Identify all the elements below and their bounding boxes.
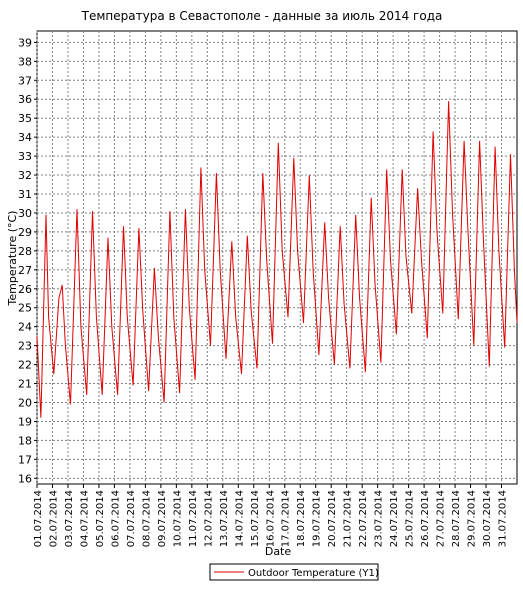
y-tick-label: 24 [18, 321, 32, 334]
x-axis: 01.07.2014 02.07.2014 03.07.2014 04.07.2014… [33, 484, 509, 547]
x-tick-label: 23.07.2014 [374, 490, 385, 547]
x-tick-label: 09.07.2014 [157, 490, 168, 547]
y-tick-label: 27 [18, 264, 32, 277]
x-tick-label: 18.07.2014 [296, 490, 307, 547]
x-axis-label: Date [265, 545, 292, 558]
x-tick-label: 14.07.2014 [234, 490, 245, 547]
x-tick-label: 11.07.2014 [188, 490, 199, 547]
y-tick-label: 22 [18, 359, 32, 372]
y-axis: 16 17 18 19 20 21 22 23 24 25 26 27 28 29 30 31 32 33 34 35… [18, 36, 37, 485]
x-tick-label: 16.07.2014 [265, 490, 276, 547]
y-tick-label: 31 [18, 188, 32, 201]
x-tick-label: 31.07.2014 [498, 490, 509, 547]
x-tick-label: 22.07.2014 [358, 490, 369, 547]
y-tick-label: 35 [18, 112, 32, 125]
y-axis-label: Temperature (°C) [6, 211, 19, 307]
x-tick-label: 25.07.2014 [405, 490, 416, 547]
chart-title: Температура в Севастополе - данные за ию… [81, 9, 443, 23]
x-tick-label: 02.07.2014 [48, 490, 59, 547]
y-tick-label: 36 [18, 93, 32, 106]
y-tick-label: 33 [18, 150, 32, 163]
x-tick-label: 19.07.2014 [312, 490, 323, 547]
x-tick-label: 24.07.2014 [389, 490, 400, 547]
x-tick-label: 01.07.2014 [33, 490, 44, 547]
y-tick-label: 39 [18, 36, 32, 49]
x-tick-label: 15.07.2014 [250, 490, 261, 547]
x-tick-label: 20.07.2014 [327, 490, 338, 547]
y-tick-label: 16 [18, 472, 32, 485]
legend-box [209, 563, 379, 581]
y-tick-label: 21 [18, 378, 32, 391]
x-tick-label: 10.07.2014 [172, 490, 183, 547]
y-tick-label: 25 [18, 302, 32, 315]
x-tick-label: 04.07.2014 [79, 490, 90, 547]
y-tick-label: 28 [18, 245, 32, 258]
y-tick-label: 29 [18, 226, 32, 239]
x-tick-label: 12.07.2014 [203, 490, 214, 547]
grid-lines [36, 31, 517, 484]
y-tick-label: 18 [18, 434, 32, 447]
x-tick-label: 28.07.2014 [451, 490, 462, 547]
x-tick-label: 17.07.2014 [281, 490, 292, 547]
legend: Outdoor Temperature (Y1) [209, 563, 379, 581]
x-tick-label: 26.07.2014 [420, 490, 431, 547]
x-tick-label: 07.07.2014 [126, 490, 137, 547]
x-tick-label: 30.07.2014 [482, 490, 493, 547]
legend-label: Outdoor Temperature (Y1) [248, 568, 379, 579]
y-tick-label: 32 [18, 169, 32, 182]
series-line-outdoor-temperature [36, 101, 518, 418]
y-tick-label: 34 [18, 131, 32, 144]
x-tick-label: 06.07.2014 [110, 490, 121, 547]
y-tick-label: 37 [18, 74, 32, 87]
x-tick-label: 08.07.2014 [141, 490, 152, 547]
x-tick-label: 29.07.2014 [467, 490, 478, 547]
x-tick-label: 05.07.2014 [95, 490, 106, 547]
y-tick-label: 38 [18, 55, 32, 68]
x-tick-label: 03.07.2014 [64, 490, 75, 547]
plot-area [36, 30, 518, 485]
y-tick-label: 30 [18, 207, 32, 220]
x-tick-label: 21.07.2014 [343, 490, 354, 547]
y-tick-label: 19 [18, 415, 32, 428]
x-tick-label: 13.07.2014 [219, 490, 230, 547]
x-tick-label: 27.07.2014 [436, 490, 447, 547]
y-tick-label: 23 [18, 340, 32, 353]
y-tick-label: 17 [18, 453, 32, 466]
y-tick-label: 20 [18, 396, 32, 409]
y-tick-label: 26 [18, 283, 32, 296]
